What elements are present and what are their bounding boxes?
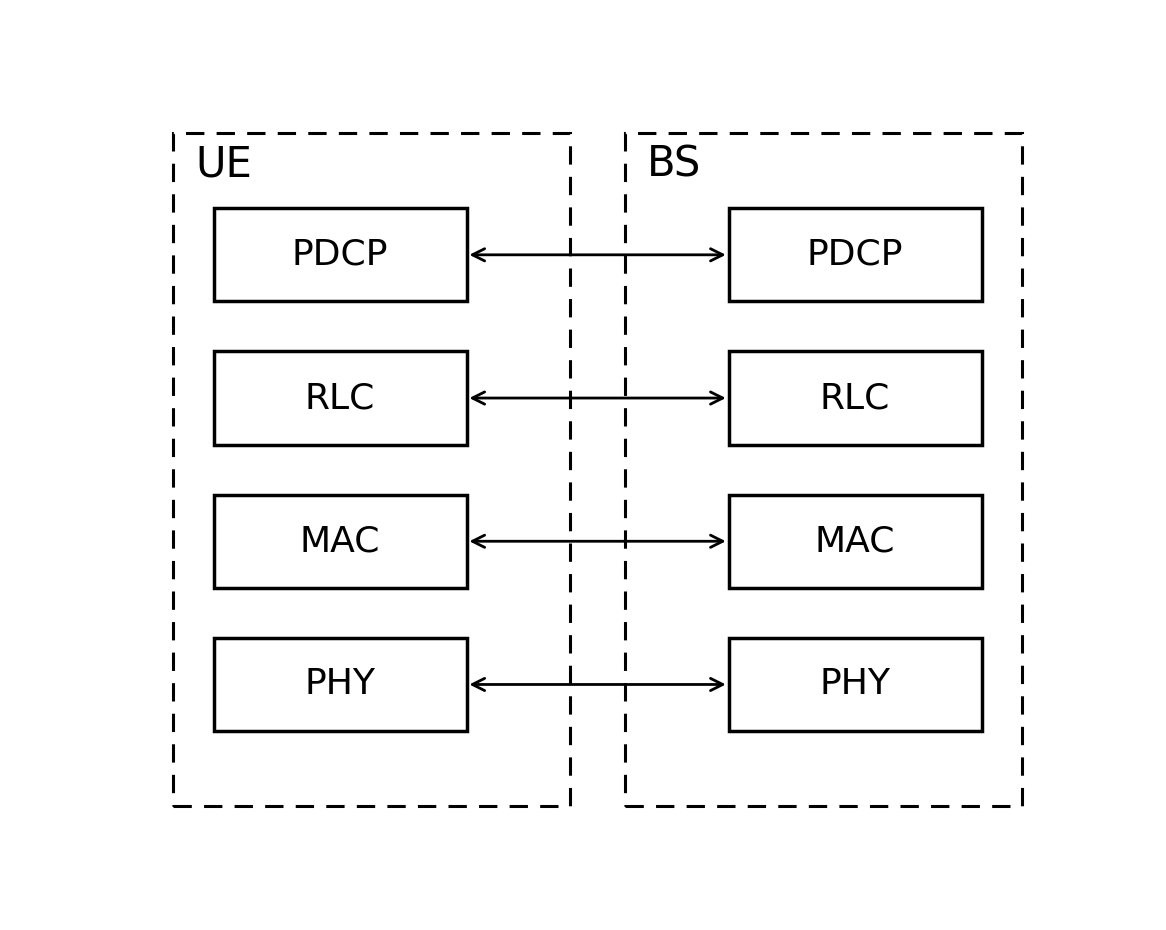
Text: RLC: RLC (820, 381, 891, 415)
Bar (213, 208, 466, 301)
Bar (213, 495, 466, 588)
Text: PDCP: PDCP (807, 238, 904, 272)
Bar (729, 208, 982, 301)
Text: BS: BS (647, 144, 702, 186)
Text: PDCP: PDCP (292, 238, 388, 272)
Bar (729, 352, 982, 445)
Text: MAC: MAC (300, 525, 380, 558)
Bar (729, 638, 982, 731)
Bar (729, 495, 982, 588)
Text: RLC: RLC (304, 381, 375, 415)
Text: MAC: MAC (815, 525, 895, 558)
Text: PHY: PHY (820, 668, 891, 701)
Bar (625, 133, 1023, 806)
Text: PHY: PHY (304, 668, 375, 701)
Text: UE: UE (196, 144, 252, 186)
Bar (213, 638, 466, 731)
Bar (213, 352, 466, 445)
Bar (173, 133, 570, 806)
